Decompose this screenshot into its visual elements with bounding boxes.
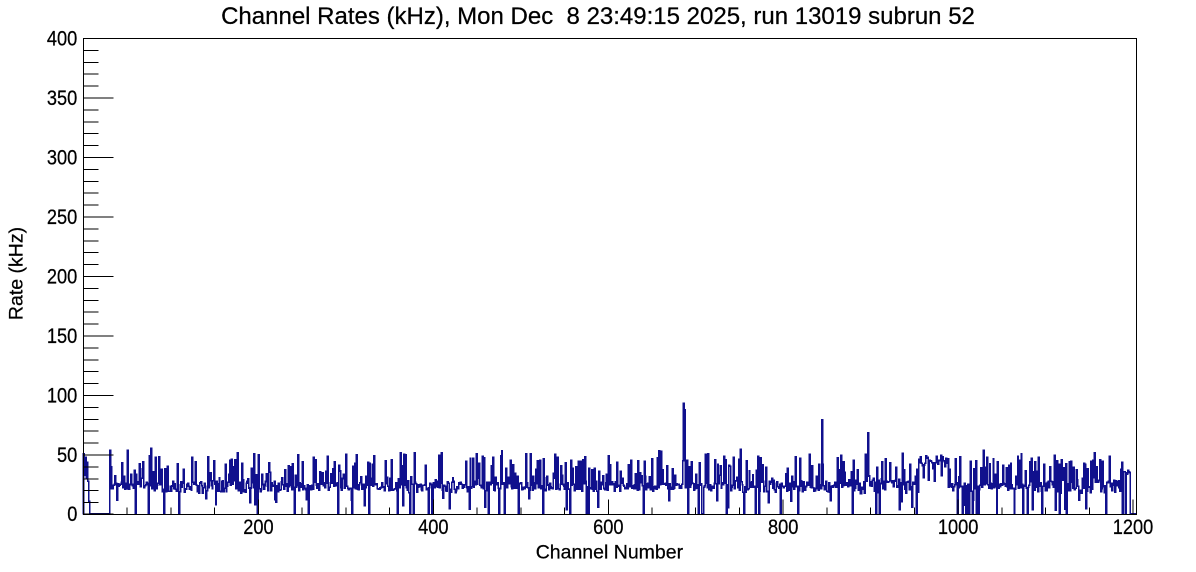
svg-text:400: 400 — [47, 28, 77, 51]
svg-text:800: 800 — [768, 516, 798, 539]
svg-text:250: 250 — [47, 206, 77, 229]
svg-text:150: 150 — [47, 325, 77, 348]
svg-text:600: 600 — [593, 516, 623, 539]
svg-text:50: 50 — [57, 444, 77, 467]
svg-text:Rate (kHz): Rate (kHz) — [6, 227, 28, 320]
svg-text:200: 200 — [243, 516, 273, 539]
svg-text:1000: 1000 — [938, 516, 979, 539]
svg-text:350: 350 — [47, 87, 77, 110]
svg-text:0: 0 — [67, 503, 77, 526]
svg-text:300: 300 — [47, 147, 77, 170]
svg-text:Channel Rates (kHz), Mon Dec: Channel Rates (kHz), Mon Dec 8 23:49:15 … — [221, 3, 975, 30]
svg-text:1200: 1200 — [1113, 516, 1154, 539]
svg-text:200: 200 — [47, 266, 77, 289]
svg-text:400: 400 — [418, 516, 448, 539]
svg-text:100: 100 — [47, 385, 77, 408]
svg-text:Channel Number: Channel Number — [536, 541, 684, 563]
